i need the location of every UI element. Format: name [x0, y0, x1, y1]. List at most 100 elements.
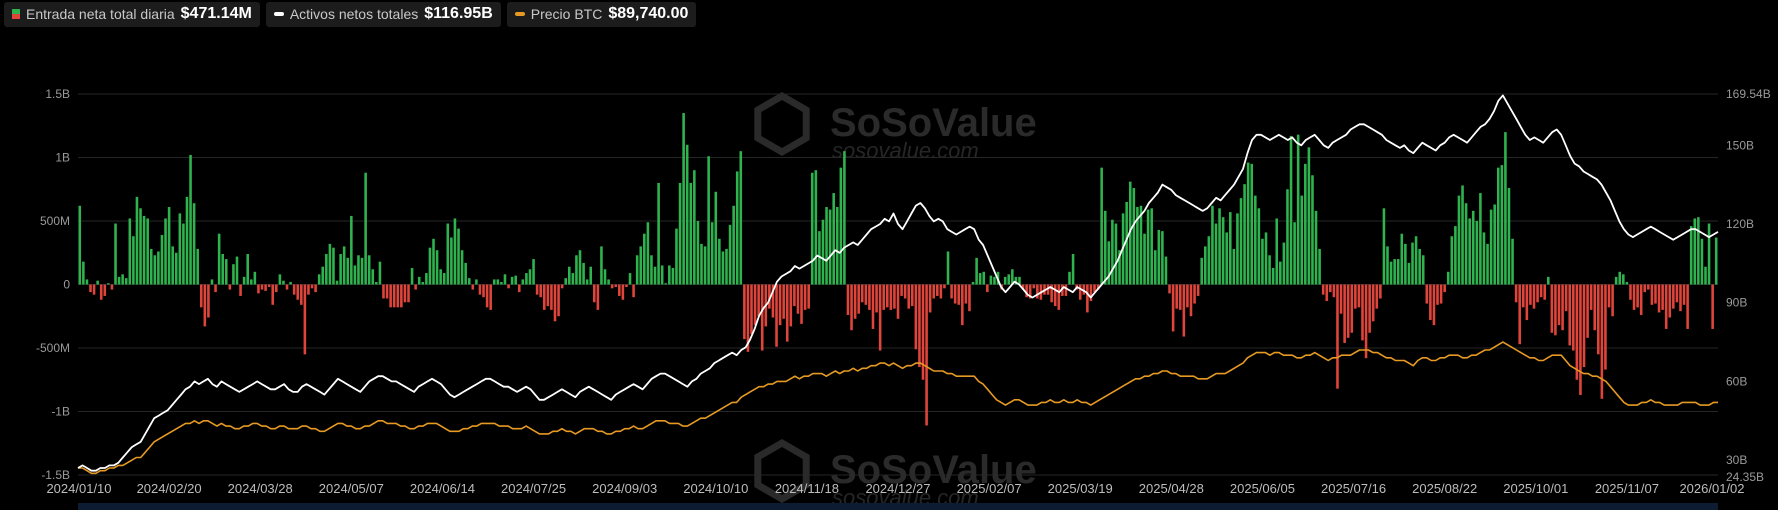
inflow-bar — [1282, 242, 1286, 285]
inflow-bar — [178, 213, 182, 285]
inflow-bar — [321, 266, 325, 285]
inflow-bar — [192, 203, 196, 285]
inflow-bar — [117, 276, 121, 285]
outflow-bar — [1425, 284, 1429, 304]
outflow-bar — [1429, 284, 1432, 321]
outflow-bar — [1021, 284, 1025, 290]
outflow-bar — [632, 284, 635, 298]
outflow-bar — [1589, 284, 1593, 310]
outflow-bar — [1711, 284, 1714, 329]
inflow-bar — [643, 233, 646, 285]
outflow-bar — [775, 284, 778, 347]
outflow-bar — [1661, 284, 1664, 310]
outflow-bar — [1536, 284, 1539, 303]
inflow-bar — [171, 246, 174, 285]
inflow-bar — [1068, 271, 1071, 285]
outflow-bar — [275, 284, 278, 293]
outflow-bar — [517, 284, 521, 293]
inflow-bar — [1114, 223, 1118, 285]
inflow-bar — [821, 219, 825, 285]
outflow-bar — [1647, 284, 1650, 290]
outflow-bar — [546, 284, 550, 307]
outflow-bar — [1046, 284, 1050, 295]
btc-price-line — [78, 341, 1718, 475]
inflow-bar — [1286, 189, 1289, 285]
outflow-bar — [507, 284, 510, 289]
inflow-bar — [317, 274, 321, 285]
inflow-bar — [1218, 208, 1221, 285]
outflow-bar — [1057, 284, 1061, 310]
inflow-bar — [153, 255, 157, 285]
outflow-bar — [932, 284, 936, 299]
inflow-bar — [246, 254, 249, 285]
outflow-bar — [986, 284, 989, 293]
inflow-bar — [603, 269, 607, 285]
outflow-bar — [207, 284, 210, 318]
inflow-bar — [1457, 195, 1461, 285]
legend-item-inflow[interactable]: Entrada neta total diaria $471.14M — [4, 2, 260, 27]
outflow-bar — [392, 284, 396, 308]
x-tick-label: 2024/10/10 — [683, 481, 748, 496]
inflow-bar — [728, 224, 732, 285]
outflow-bar — [1600, 284, 1604, 399]
inflow-bar — [1161, 231, 1164, 285]
outflow-bar — [292, 284, 296, 295]
outflow-bar — [1607, 284, 1611, 308]
outflow-bar — [943, 284, 946, 289]
inflow-bar — [1289, 135, 1293, 285]
time-range-scrollbar[interactable] — [78, 503, 1718, 510]
outflow-bar — [1682, 284, 1686, 305]
outflow-bar — [1539, 284, 1543, 298]
legend: Entrada neta total diaria $471.14M Activ… — [4, 2, 697, 27]
inflow-bar — [1700, 238, 1704, 285]
inflow-bar — [1207, 236, 1211, 285]
inflow-bar — [421, 281, 425, 285]
outflow-bar — [1357, 284, 1361, 308]
inflow-bar — [978, 273, 982, 285]
inflow-bar — [135, 196, 139, 285]
inflow-bar — [464, 262, 467, 285]
x-tick-label: 2025/08/22 — [1412, 481, 1477, 496]
inflow-bar — [1407, 262, 1411, 285]
inflow-bar — [700, 243, 703, 285]
inflow-bar — [1386, 246, 1389, 285]
inflow-bar — [514, 275, 517, 285]
inflow-bar — [1221, 217, 1225, 285]
inflow-bar — [703, 246, 707, 285]
outflow-bar — [1168, 284, 1171, 294]
outflow-bar — [928, 284, 932, 313]
inflow-bar — [982, 271, 986, 285]
outflow-bar — [614, 284, 618, 288]
x-tick-label: 2025/07/16 — [1321, 481, 1386, 496]
outflow-bar — [850, 284, 853, 331]
inflow-bar — [364, 172, 367, 285]
inflow-bar — [278, 274, 282, 285]
outflow-bar — [1371, 284, 1375, 322]
inflow-bar — [1236, 213, 1239, 285]
inflow-bar — [350, 215, 353, 285]
y-right-tick-label: 90B — [1726, 296, 1747, 310]
inflow-bar — [289, 281, 292, 285]
x-tick-label: 2025/10/01 — [1503, 481, 1568, 496]
inflow-bar — [1257, 208, 1261, 285]
inflow-bar — [139, 208, 142, 285]
outflow-bar — [478, 284, 482, 295]
inflow-bar — [628, 273, 632, 285]
outflow-bar — [1086, 284, 1089, 313]
y-right-tick-label: 24.35B — [1726, 470, 1764, 484]
inflow-bar — [1143, 233, 1146, 285]
inflow-bar — [1418, 248, 1421, 285]
inflow-bar — [1464, 203, 1468, 285]
legend-item-btc[interactable]: Precio BTC $89,740.00 — [506, 2, 697, 27]
outflow-bar — [1093, 284, 1096, 293]
inflow-bar — [1153, 250, 1157, 285]
legend-item-assets[interactable]: Activos netos totales $116.95B — [265, 2, 501, 27]
y-right-tick-label: 60B — [1726, 374, 1747, 388]
inflow-bar — [1411, 242, 1414, 285]
btc-swatch-icon — [514, 12, 525, 16]
assets-value: $116.95B — [424, 5, 493, 22]
inflow-bar — [1689, 226, 1693, 285]
outflow-bar — [199, 284, 203, 308]
